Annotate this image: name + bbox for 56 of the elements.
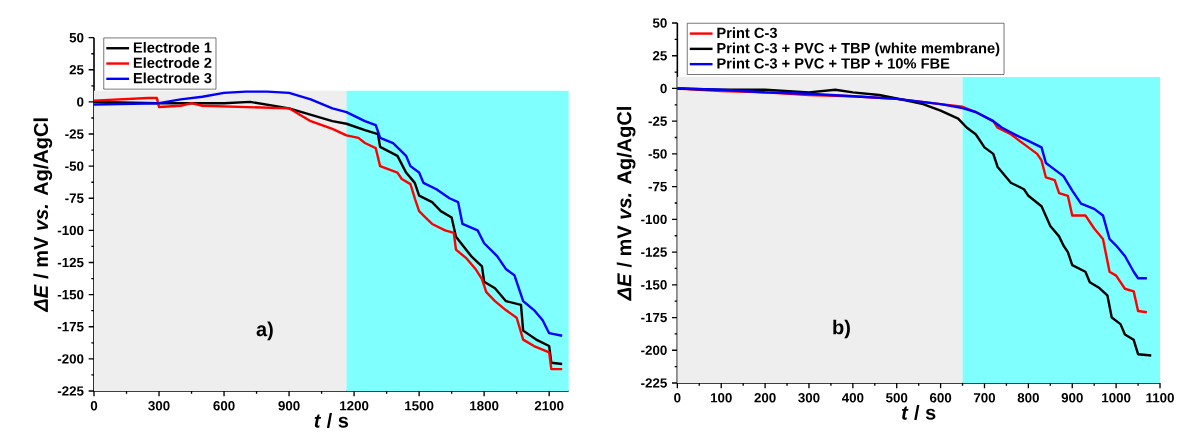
y-tick-label: -100: [641, 214, 667, 225]
x-tick-label: 500: [886, 393, 908, 403]
x-tick-label: 900: [1061, 393, 1083, 403]
x-tick-label: 1500: [405, 401, 434, 411]
y-tick-label: -100: [57, 225, 84, 236]
y-tick-label: -150: [57, 289, 84, 300]
legend-label: Print C-3 + PVC + TBP (white membrane): [717, 42, 1000, 57]
y-tick-label: -200: [57, 354, 84, 364]
x-tick-label: 700: [973, 393, 996, 403]
y-tick-label: -50: [65, 161, 84, 171]
x-tick-label: 300: [798, 393, 820, 403]
legend-label: Print C-3 + PVC + TBP + 10% FBE: [717, 57, 950, 69]
y-tick-label: -125: [57, 257, 84, 268]
x-tick-label: 100: [710, 393, 732, 403]
x-tick-label: 600: [213, 401, 235, 411]
x-tick-label: 1100: [1146, 393, 1174, 403]
y-tick-label: -225: [57, 386, 84, 396]
y-tick-label: 25: [69, 65, 84, 75]
y-tick-label: -150: [641, 280, 667, 290]
y-tick-label: -25: [65, 129, 84, 139]
x-tick-label: 900: [278, 401, 300, 411]
x-tick-label: 300: [148, 401, 170, 411]
y-tick-label: 50: [652, 18, 667, 28]
y-tick-label: -75: [648, 181, 667, 192]
legend-label: Electrode 3: [133, 72, 212, 84]
x-tick-label: 1800: [470, 401, 499, 411]
x-tick-label: 400: [841, 393, 864, 403]
annotation: a): [256, 321, 273, 341]
y-tick-label: -75: [65, 193, 84, 203]
y-tick-label: -200: [641, 345, 667, 355]
x-axis-title: t / s: [901, 404, 936, 420]
y-tick-label: -175: [641, 312, 667, 323]
x-tick-label: 800: [1017, 393, 1039, 403]
y-tick-label: -175: [57, 322, 84, 332]
legend-label: Print C-3: [717, 27, 777, 39]
x-tick-label: 2100: [534, 401, 564, 411]
x-tick-label: 600: [929, 393, 952, 403]
legend-label: Electrode 1: [133, 41, 212, 53]
y-tick-label: -125: [641, 247, 667, 257]
x-axis-title: t / s: [314, 412, 349, 428]
y-tick-label: 0: [660, 83, 667, 94]
y-tick-label: -25: [648, 116, 667, 126]
y-tick-label: 0: [77, 97, 84, 107]
x-tick-label: 0: [90, 401, 98, 411]
y-tick-label: -225: [641, 378, 667, 388]
x-tick-label: 0: [674, 393, 681, 403]
x-tick-label: 200: [754, 393, 776, 403]
x-tick-label: 1200: [340, 401, 369, 411]
annotation: b): [833, 319, 850, 339]
y-axis-title: ΔE / mV vs. Ag/AgCl: [616, 107, 636, 301]
x-tick-label: 1000: [1102, 393, 1131, 403]
y-tick-label: 25: [652, 51, 667, 61]
y-tick-label: -50: [648, 149, 667, 159]
y-tick-label: 50: [69, 32, 84, 43]
legend-label: Electrode 2: [133, 57, 212, 68]
y-axis-title: ΔE / mV vs. Ag/AgCl: [33, 118, 53, 313]
